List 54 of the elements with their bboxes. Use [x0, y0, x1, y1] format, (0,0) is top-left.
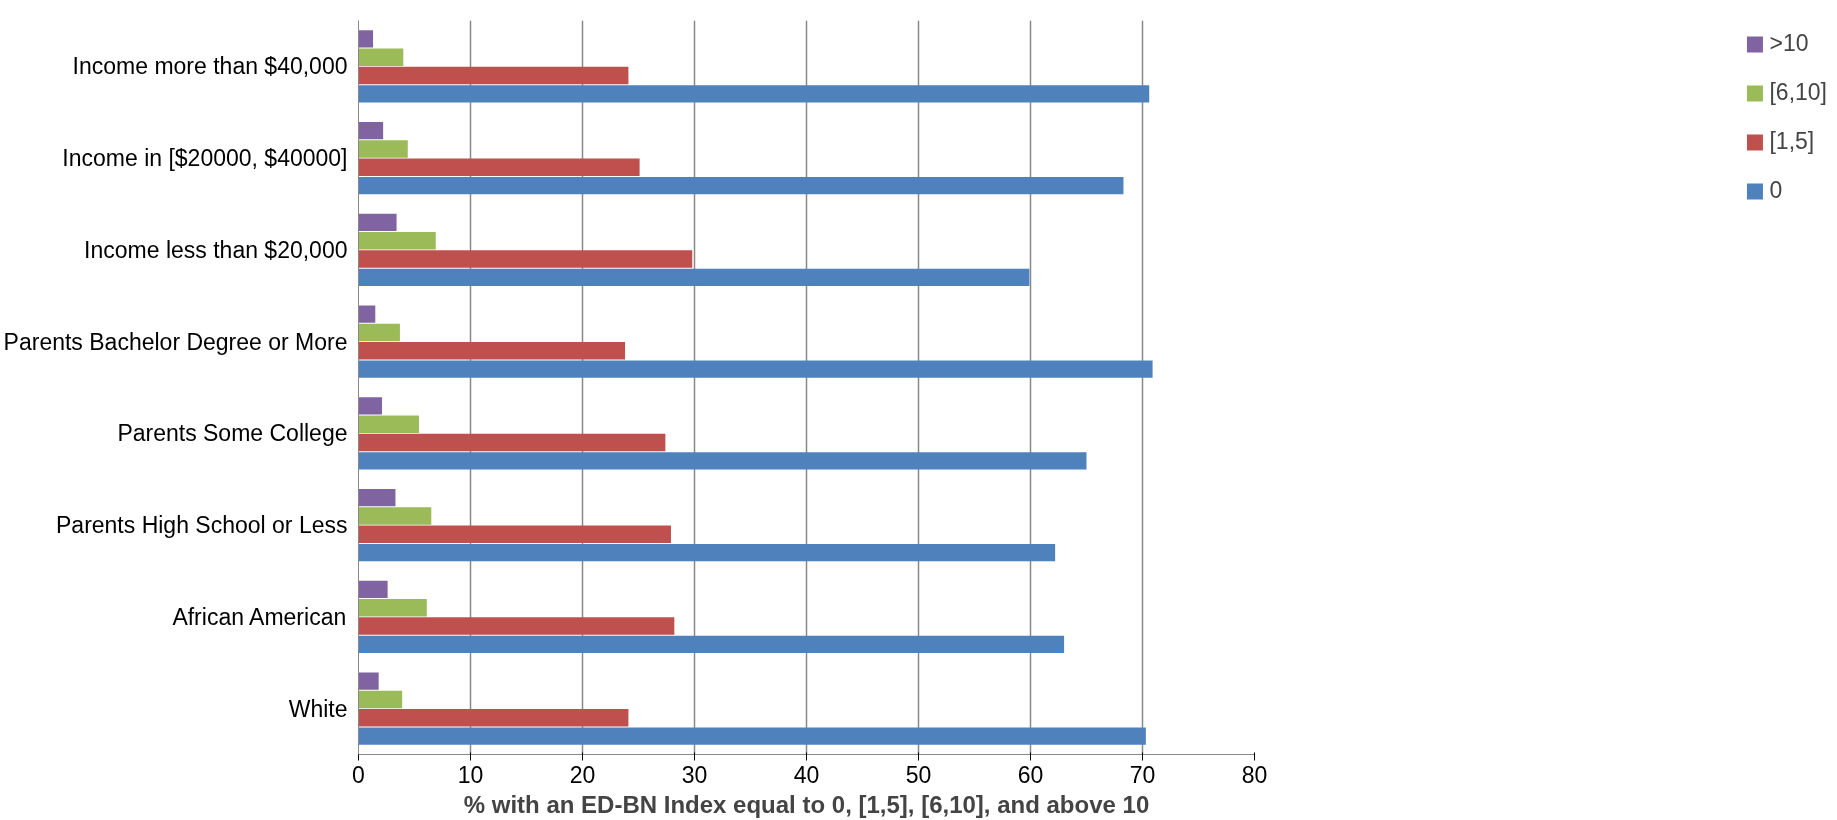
x-tick-label: 80	[1241, 761, 1268, 788]
bar	[358, 305, 376, 323]
bar	[358, 121, 384, 140]
bar	[358, 48, 404, 66]
bar	[358, 85, 1150, 103]
x-tick-label: 50	[905, 761, 932, 788]
bar	[358, 690, 403, 709]
bar	[358, 598, 427, 617]
bar	[358, 397, 383, 415]
bar	[358, 268, 1030, 287]
y-tick-label: Income more than $40,000	[72, 53, 348, 80]
bar	[358, 231, 436, 250]
bar	[358, 672, 379, 690]
legend-label: 0	[1769, 177, 1784, 204]
y-tick-label: White	[288, 695, 348, 722]
bar	[358, 580, 388, 599]
y-tick-label: Income less than $20,000	[84, 236, 348, 263]
bar	[358, 213, 397, 232]
legend-label: >10	[1769, 30, 1809, 57]
bar	[358, 543, 1056, 562]
y-tick-label: Income in [$20000, $40000]	[62, 145, 348, 172]
bar	[358, 727, 1146, 745]
x-tick-label: 0	[352, 761, 365, 788]
bar	[358, 323, 400, 342]
bar	[358, 507, 432, 525]
x-tick-label: 10	[457, 761, 484, 788]
bar	[358, 452, 1087, 470]
bar	[358, 525, 671, 544]
y-tick-label: Parents High School or Less	[56, 512, 348, 539]
x-tick-label: 70	[1129, 761, 1156, 788]
y-tick-label: Parents Some College	[117, 420, 348, 447]
bar	[358, 250, 693, 268]
legend-label: [6,10]	[1769, 79, 1827, 106]
bar	[358, 360, 1153, 378]
x-tick-label: 60	[1017, 761, 1044, 788]
y-tick-label: Parents Bachelor Degree or More	[3, 328, 348, 355]
bar	[358, 709, 629, 727]
bar	[358, 635, 1065, 654]
bar	[358, 488, 396, 507]
x-tick-label: 40	[793, 761, 820, 788]
bar	[358, 617, 675, 635]
bar	[358, 140, 408, 158]
bar	[358, 342, 626, 360]
x-axis-title: % with an ED-BN Index equal to 0, [1,5], [6,10], and above 10	[463, 790, 1150, 818]
bar	[358, 415, 419, 433]
bar	[358, 158, 640, 177]
bar	[358, 176, 1124, 195]
bar	[358, 66, 629, 85]
legend-label: [1,5]	[1769, 128, 1815, 155]
bar	[358, 433, 666, 452]
bar	[358, 30, 374, 48]
x-tick-label: 30	[681, 761, 708, 788]
x-tick-label: 20	[569, 761, 596, 788]
y-tick-label: African American	[172, 603, 347, 630]
